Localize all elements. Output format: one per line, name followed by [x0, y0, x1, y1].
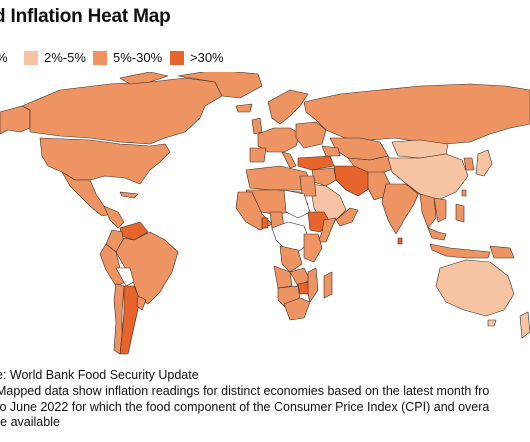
- region-argentina: [119, 285, 141, 355]
- footnote-line-3: re available: [0, 415, 60, 429]
- region-alaska: [0, 105, 31, 135]
- legend-label-over-30: >30%: [190, 50, 224, 65]
- footnote-line-1: Mapped data show inflation readings for …: [0, 384, 490, 398]
- region-caucasus: [321, 145, 341, 157]
- world-heat-map: [0, 72, 530, 355]
- region-arctic-islands: [119, 72, 169, 85]
- region-japan: [475, 149, 493, 177]
- region-iberia: [249, 147, 267, 163]
- region-scandinavia: [267, 89, 309, 125]
- source-note: e: World Bank Food Security Update: [0, 368, 199, 382]
- region-angola: [273, 265, 293, 289]
- region-yemen-oman: [335, 207, 359, 227]
- region-turkey: [297, 155, 335, 171]
- region-malaysia: [427, 227, 447, 241]
- region-chile: [113, 283, 125, 355]
- region-india: [381, 183, 421, 235]
- region-canada: [21, 77, 223, 145]
- region-ghana: [261, 217, 269, 229]
- region-brazil: [115, 231, 179, 305]
- footnote-line-2: to June 2022 for which the food componen…: [0, 399, 490, 414]
- legend-item-lowest: %: [0, 50, 8, 65]
- region-iraq-syria: [311, 167, 337, 187]
- region-united-states: [39, 137, 171, 185]
- region-central-america: [103, 205, 125, 229]
- region-greenland: [177, 72, 263, 99]
- region-east-africa: [303, 233, 323, 263]
- region-uruguay: [136, 295, 147, 311]
- region-tasmania: [487, 319, 497, 327]
- region-eastern-europe: [295, 121, 327, 149]
- region-indonesia: [429, 243, 491, 259]
- legend-item-2-5: 2%-5%: [24, 50, 86, 65]
- region-kazakhstan: [329, 137, 389, 161]
- region-vietnam-laos: [433, 197, 447, 223]
- legend: % 2%-5% 5%-30% >30%: [0, 50, 530, 66]
- region-uk: [251, 117, 263, 135]
- map-footnote: Mapped data show inflation readings for …: [0, 384, 489, 431]
- map-title: d Inflation Heat Map: [0, 6, 171, 27]
- region-new-zealand: [519, 311, 530, 339]
- region-egypt: [299, 175, 317, 197]
- region-cuba: [119, 191, 139, 199]
- legend-label-2-5: 2%-5%: [44, 50, 86, 65]
- region-italy: [281, 151, 297, 169]
- region-australia: [435, 259, 515, 317]
- region-papua: [489, 245, 515, 259]
- region-chad-sudan: [283, 189, 311, 219]
- region-korea: [463, 157, 475, 171]
- region-congo: [279, 245, 303, 273]
- region-russia: [303, 83, 530, 145]
- region-somalia: [317, 217, 337, 243]
- legend-item-over-30: >30%: [170, 50, 224, 65]
- region-bolivia: [115, 267, 135, 287]
- legend-label-5-30: 5%-30%: [113, 50, 163, 65]
- region-south-africa: [283, 297, 311, 321]
- legend-label-lowest: %: [0, 50, 8, 65]
- region-sri-lanka: [397, 237, 403, 245]
- region-madagascar: [323, 271, 333, 299]
- region-iceland: [235, 103, 253, 113]
- region-myanmar-thailand: [419, 193, 437, 229]
- region-iran: [333, 165, 371, 197]
- legend-swatch-2-5: [24, 50, 38, 65]
- region-china: [387, 153, 469, 201]
- region-mozambique: [307, 267, 319, 303]
- legend-swatch-over-30: [170, 50, 184, 65]
- region-peru: [99, 243, 127, 287]
- region-taiwan: [461, 189, 467, 197]
- legend-item-5-30: 5%-30%: [93, 50, 162, 65]
- region-philippines: [455, 203, 465, 223]
- legend-swatch-5-30: [93, 50, 107, 65]
